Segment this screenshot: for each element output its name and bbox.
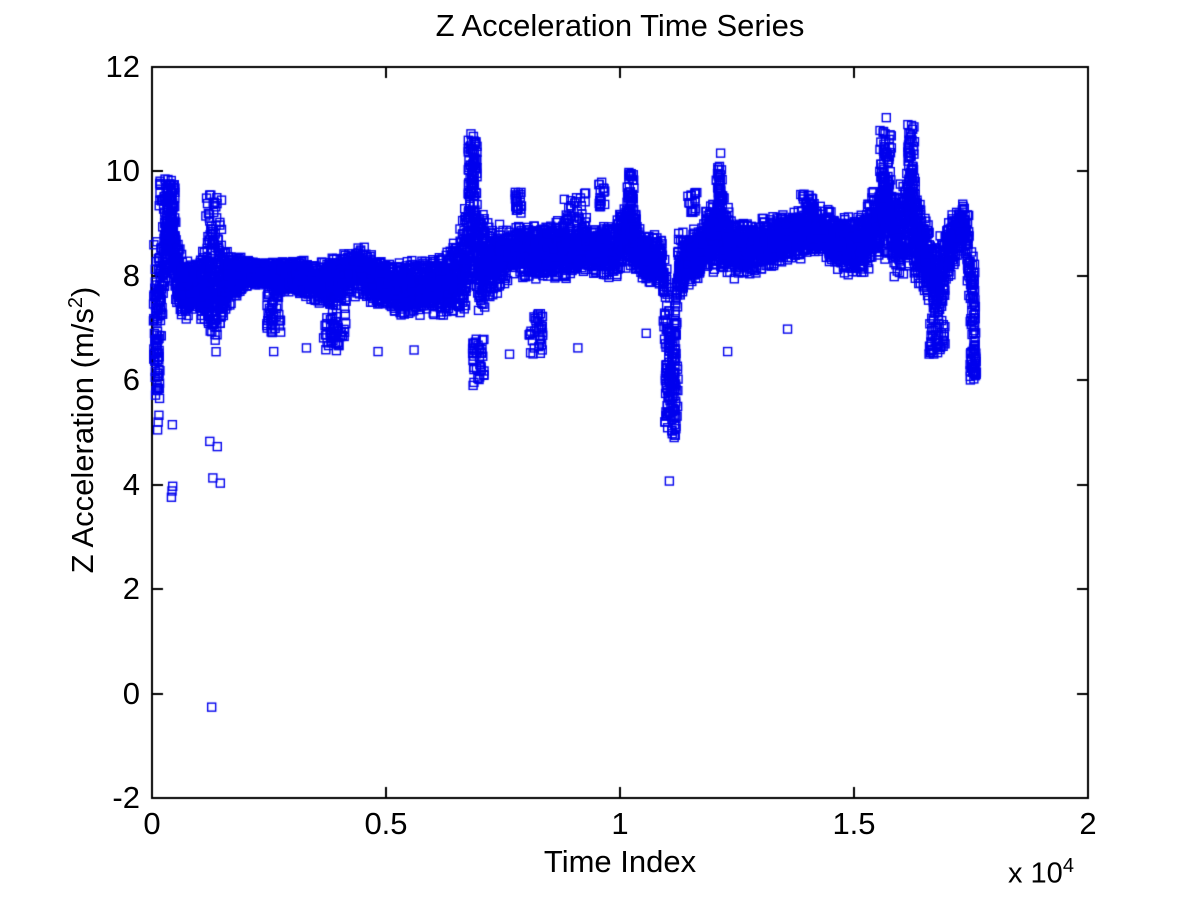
y-axis-label-text: Z Acceleration (m/s2)	[65, 287, 101, 574]
y-tick-label: 10	[105, 153, 140, 189]
x-tick-label: 1	[611, 806, 629, 841]
x-axis-multiplier-base: x 10	[1008, 857, 1063, 890]
x-tick-label: 0.5	[364, 806, 408, 841]
x-axis-label: Time Index	[543, 844, 697, 879]
y-tick-label: 2	[122, 571, 140, 607]
y-tick-label: 12	[105, 49, 140, 84]
y-tick-label: 8	[122, 257, 140, 293]
chart-title: Z Acceleration Time Series	[435, 8, 805, 43]
x-axis-multiplier: x 104	[1008, 855, 1074, 891]
y-tick-label: 0	[122, 675, 140, 711]
y-axis-label-sup: 2	[64, 296, 87, 309]
y-tick-label: -2	[112, 780, 140, 815]
y-tick-label: 6	[122, 362, 140, 398]
y-tick-label: 4	[122, 466, 140, 502]
y-axis-label-pre: Z Acceleration (m/s	[65, 308, 101, 574]
x-tick-label: 1.5	[832, 806, 876, 841]
x-tick-label: 0	[143, 806, 161, 841]
x-axis-multiplier-exp: 4	[1062, 855, 1074, 877]
x-tick-label: 2	[1079, 806, 1097, 841]
